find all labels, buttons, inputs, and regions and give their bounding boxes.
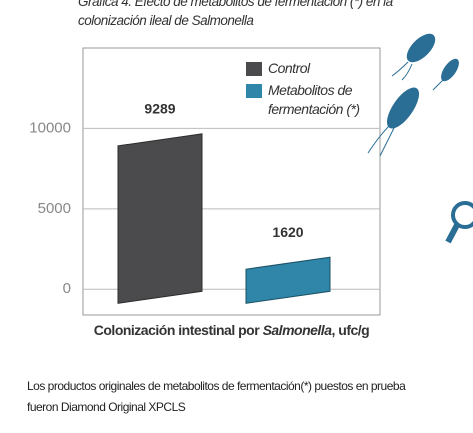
x-label-part: , ufc/g (331, 322, 370, 338)
y-tick-label: 5000 (38, 200, 71, 217)
bar (117, 133, 203, 304)
legend-swatch (246, 62, 262, 76)
bar-inner (249, 259, 327, 301)
y-tick-label: 0 (63, 280, 71, 297)
x-axis-label: Colonización intestinal por Salmonella, … (83, 322, 380, 338)
value-label: 1620 (272, 224, 303, 240)
bacteria-icons (367, 33, 473, 244)
value-label: 9289 (144, 101, 175, 117)
y-tick-label: 10000 (29, 119, 71, 136)
x-label-part: Colonización intestinal por (93, 322, 263, 338)
legend-swatch (246, 84, 262, 98)
legend-label: Metabolitos de fermentación (*) (268, 82, 360, 117)
legend-label: Control (268, 60, 310, 76)
bar (245, 256, 331, 304)
bar-inner (121, 136, 199, 301)
x-label-part: Salmonella (262, 322, 332, 338)
chart-title: Gráfica 4. Efecto de metabolitos de ferm… (78, 0, 393, 28)
footnote: Los productos originales de metabolitos … (27, 379, 406, 414)
